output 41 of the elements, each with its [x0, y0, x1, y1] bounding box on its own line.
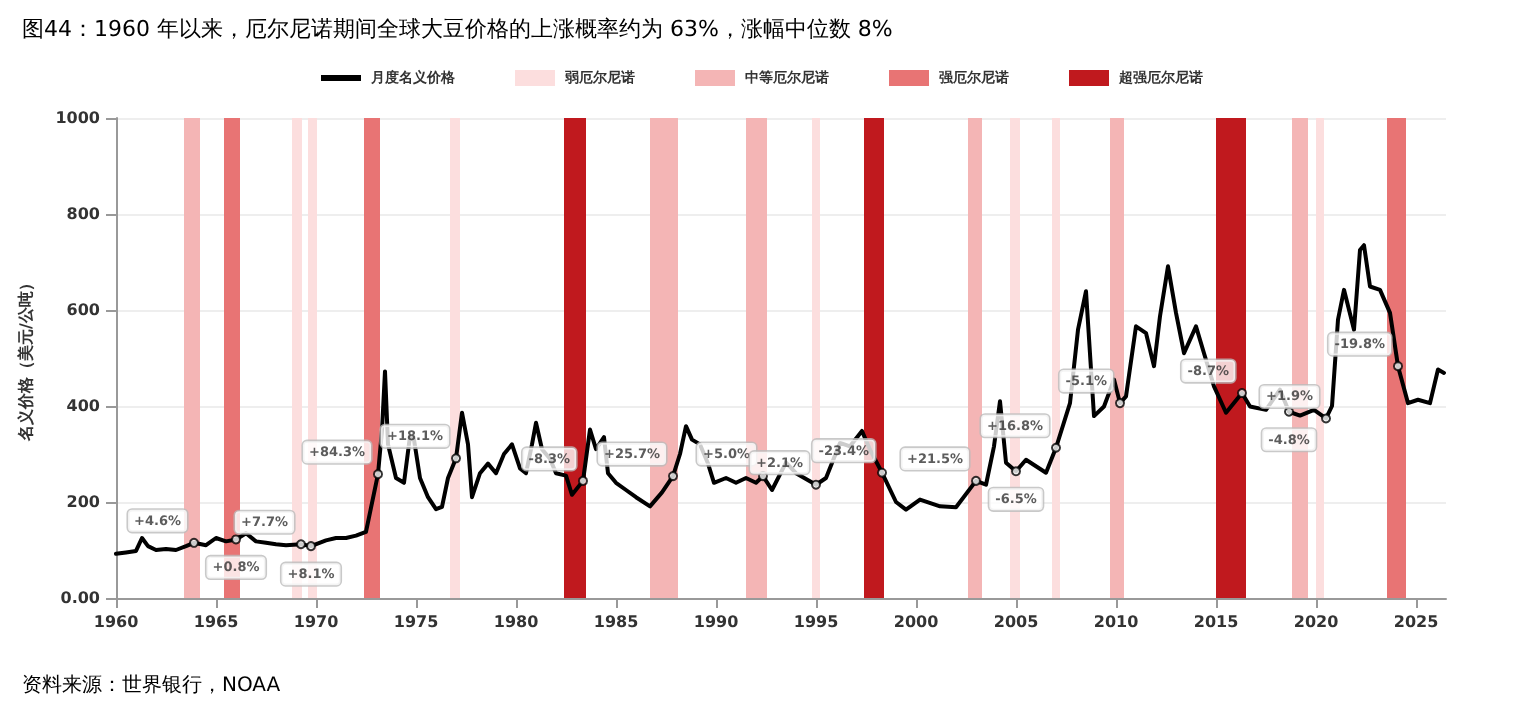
y-tick-label: 400	[66, 397, 101, 415]
chart-title: 图44：1960 年以来，厄尔尼诺期间全球大豆价格的上涨概率约为 63%，涨幅中位数 8%	[22, 16, 893, 42]
x-tick-label: 2000	[893, 613, 940, 631]
x-tick-label: 1970	[293, 613, 340, 631]
point	[306, 541, 316, 552]
x-tick-label: 2005	[993, 613, 1040, 631]
point	[811, 479, 821, 490]
x-tick-label: 1980	[493, 613, 540, 631]
point	[578, 475, 588, 486]
x-tick-label: 1965	[193, 613, 240, 631]
y-tick-label: 800	[66, 205, 101, 223]
point	[296, 539, 306, 550]
y-tick-label: 1000	[55, 109, 101, 127]
x-tick-label: 1975	[393, 613, 440, 631]
x-tick-label: 2025	[1393, 613, 1440, 631]
y-tick-label: 600	[66, 301, 101, 319]
point	[1011, 466, 1021, 477]
point	[1321, 413, 1331, 424]
x-tick-label: 2015	[1193, 613, 1240, 631]
y-tick-label: 200	[66, 493, 101, 511]
point	[231, 534, 241, 545]
y-tick-label: 0.00	[60, 589, 101, 607]
x-tick-label: 1960	[93, 613, 140, 631]
point	[668, 471, 678, 482]
point	[1051, 442, 1061, 453]
point	[877, 467, 887, 478]
x-tick-label: 1995	[793, 613, 840, 631]
x-tick-label: 1990	[693, 613, 740, 631]
point	[971, 475, 981, 486]
x-tick-label: 1985	[593, 613, 640, 631]
point	[451, 453, 461, 464]
point	[1393, 361, 1403, 372]
line-series	[114, 243, 1446, 556]
y-axis-title: 名义价格（美元/公吨）	[14, 275, 35, 443]
x-tick-label: 2020	[1293, 613, 1340, 631]
point	[1115, 398, 1125, 409]
point	[373, 469, 383, 480]
point	[189, 537, 199, 548]
point	[1237, 388, 1247, 399]
x-tick-label: 2010	[1093, 613, 1140, 631]
text: 资料来源：世界银行，NOAA	[22, 673, 281, 697]
